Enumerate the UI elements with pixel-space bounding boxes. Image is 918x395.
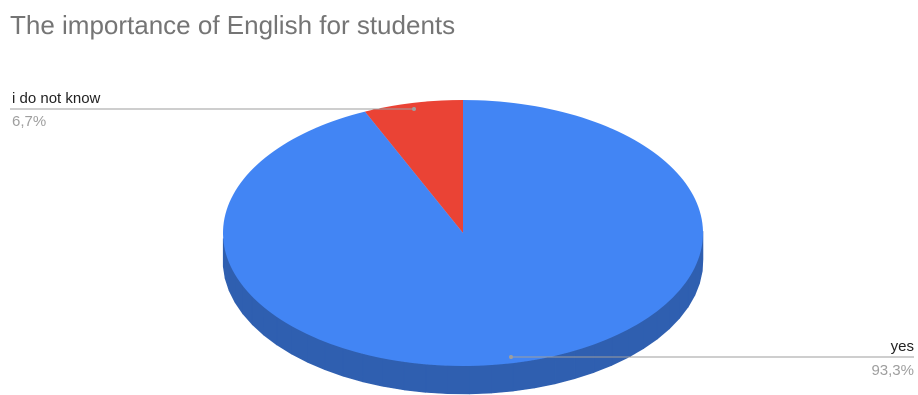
leader-dot-yes — [509, 355, 513, 359]
slice-label-yes: yes — [891, 338, 914, 355]
pie-side-yes — [512, 359, 535, 392]
pie-side-yes — [491, 362, 514, 394]
pie-3d-side — [222, 231, 704, 395]
pie-side-yes — [469, 364, 492, 395]
pie-side-yes — [425, 364, 448, 395]
leader-dot-i-do-not-know — [412, 107, 416, 111]
slice-label-i-do-not-know: i do not know — [12, 90, 101, 107]
pie-slice-yes — [223, 100, 704, 366]
pie-slice-i-do-not-know — [364, 100, 463, 233]
slice-value-yes: 93,3% — [871, 362, 914, 379]
pie-side-yes — [554, 350, 576, 385]
pie-top — [223, 100, 704, 366]
pie-side-yes — [447, 365, 470, 395]
slice-value-i-do-not-know: 6,7% — [12, 113, 46, 130]
pie-side-yes — [342, 347, 364, 383]
pie-side-yes — [362, 353, 384, 387]
pie-side-yes — [534, 355, 556, 389]
pie-side-yes — [403, 361, 427, 393]
pie-side-yes — [382, 358, 405, 391]
chart-title: The importance of English for students — [10, 10, 455, 40]
